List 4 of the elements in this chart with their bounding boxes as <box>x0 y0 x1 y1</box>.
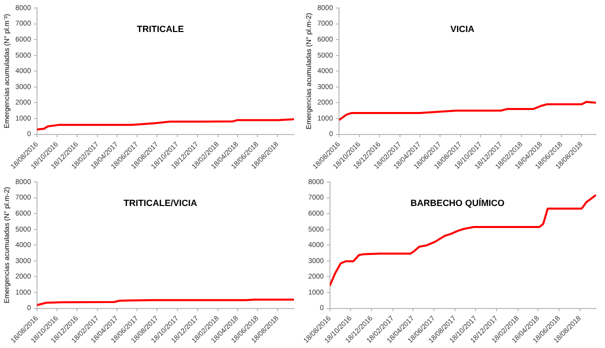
text: BARBECHO QUÍMICO <box>410 198 505 208</box>
text: VICIA <box>450 24 475 34</box>
text: TRITICALE <box>136 24 184 34</box>
text: TRITICALE/VICIA <box>124 198 198 208</box>
